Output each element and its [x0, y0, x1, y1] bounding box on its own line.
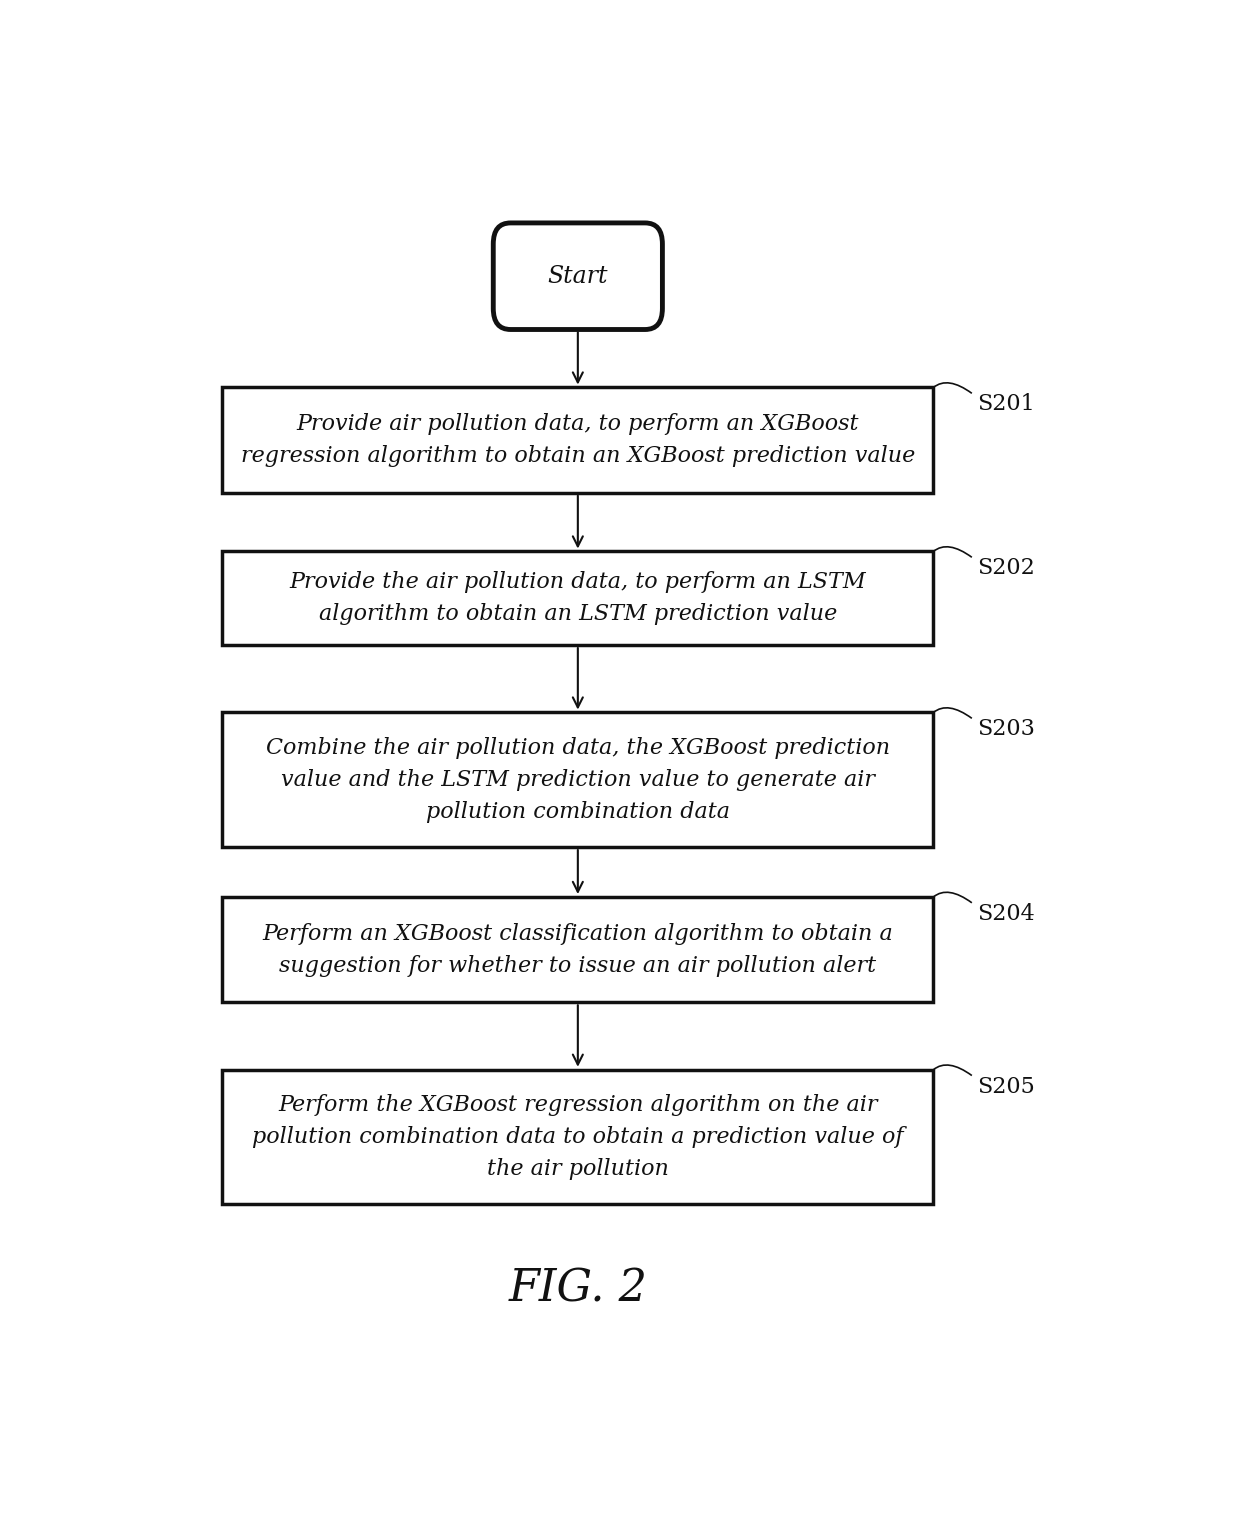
Text: Start: Start: [548, 265, 608, 287]
Text: S202: S202: [977, 557, 1034, 580]
FancyBboxPatch shape: [222, 712, 934, 847]
Text: S205: S205: [977, 1075, 1034, 1098]
Text: S203: S203: [977, 718, 1034, 741]
Text: S201: S201: [977, 394, 1034, 415]
Text: S204: S204: [977, 903, 1034, 925]
FancyBboxPatch shape: [494, 224, 662, 330]
Text: Perform the XGBoost regression algorithm on the air
pollution combination data t: Perform the XGBoost regression algorithm…: [252, 1094, 904, 1180]
FancyBboxPatch shape: [222, 388, 934, 493]
Text: Provide the air pollution data, to perform an LSTM
algorithm to obtain an LSTM p: Provide the air pollution data, to perfo…: [289, 572, 867, 625]
Text: Provide air pollution data, to perform an XGBoost
regression algorithm to obtain: Provide air pollution data, to perform a…: [241, 414, 915, 467]
FancyBboxPatch shape: [222, 897, 934, 1002]
Text: FIG. 2: FIG. 2: [508, 1267, 647, 1311]
Text: Combine the air pollution data, the XGBoost prediction
value and the LSTM predic: Combine the air pollution data, the XGBo…: [265, 736, 890, 823]
FancyBboxPatch shape: [222, 552, 934, 645]
Text: Perform an XGBoost classification algorithm to obtain a
suggestion for whether t: Perform an XGBoost classification algori…: [263, 923, 893, 976]
FancyBboxPatch shape: [222, 1069, 934, 1205]
